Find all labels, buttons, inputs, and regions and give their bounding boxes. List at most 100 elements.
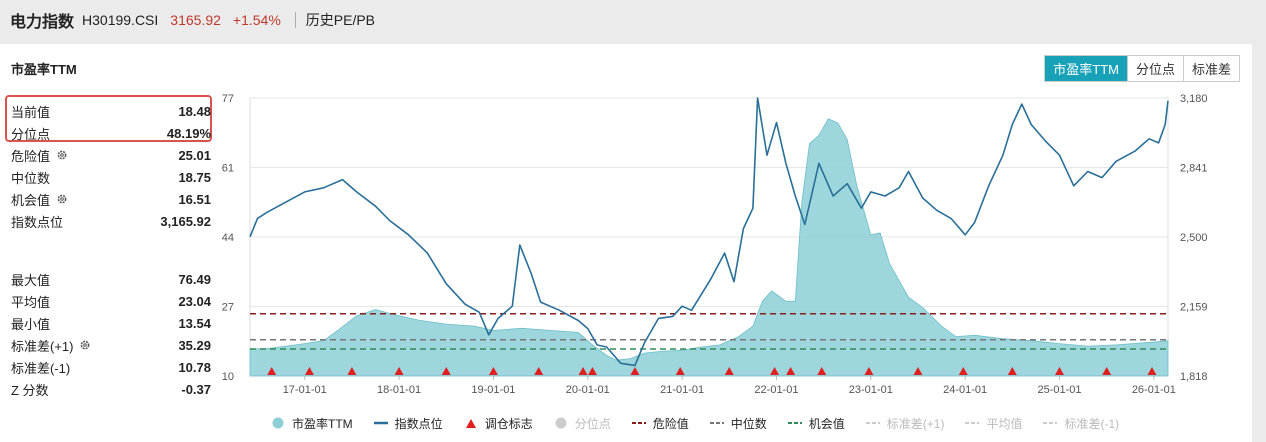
legend-marker-icon	[373, 421, 388, 425]
rebalance-marker	[864, 367, 874, 375]
stat-label: 标准差(-1)	[11, 360, 71, 376]
stat-label: 机会值	[11, 192, 51, 208]
rebalance-marker	[587, 367, 597, 375]
left-axis-tick: 61	[222, 163, 234, 175]
stat-row: 最大值 76.49	[11, 268, 211, 290]
rebalance-marker	[267, 367, 277, 375]
legend-item[interactable]: 平均值	[964, 415, 1022, 432]
stat-value: -0.37	[181, 381, 211, 397]
stat-value: 16.51	[178, 191, 211, 207]
right-axis-tick: 1,818	[1180, 371, 1208, 383]
stat-row: 当前值 18.48	[11, 100, 211, 122]
stat-row: 最小值 13.54	[11, 312, 211, 334]
legend-item[interactable]: 中位数	[709, 415, 767, 432]
gear-icon[interactable]	[56, 149, 68, 161]
legend-item[interactable]: 指数点位	[373, 415, 443, 432]
legend-marker-icon	[465, 419, 476, 428]
stat-label: 中位数	[11, 170, 51, 186]
rebalance-marker	[724, 367, 734, 375]
stat-row: 危险值 25.01	[11, 144, 211, 166]
rebalance-marker	[1055, 367, 1065, 375]
stat-label: 标准差(+1)	[11, 338, 74, 354]
rebalance-marker	[534, 367, 544, 375]
stat-row: 分位点 48.19%	[11, 122, 211, 144]
stat-row: 标准差(+1) 35.29	[11, 334, 211, 356]
legend-label: 危险值	[652, 416, 689, 431]
x-axis-tick: 20-01-01	[566, 384, 610, 396]
tab-pe-ttm[interactable]: 市盈率TTM	[1045, 56, 1127, 81]
legend-marker-icon	[631, 422, 646, 424]
rebalance-marker	[441, 367, 451, 375]
chart-legend: 市盈率TTM 指数点位 调仓标志 分位点 危险值 中位数 机会值 标准差(+1) 平均值 标准差(…	[270, 412, 1210, 434]
legend-marker-icon	[709, 422, 724, 424]
legend-label: 标准差(-1)	[1064, 416, 1120, 431]
rebalance-marker	[1147, 367, 1157, 375]
legend-item[interactable]: 机会值	[787, 415, 845, 432]
rebalance-marker	[394, 367, 404, 375]
stat-label: 危险值	[11, 148, 51, 164]
stat-value: 35.29	[178, 337, 211, 353]
top-bar: 电力指数 H30199.CSI 3165.92 +1.54% 历史PE/PB	[0, 0, 1266, 40]
rebalance-marker	[958, 367, 968, 375]
stat-row: 平均值 23.04	[11, 290, 211, 312]
stat-label: Z 分数	[11, 382, 49, 398]
breadcrumb[interactable]: 历史PE/PB	[305, 12, 376, 28]
stat-row: 标准差(-1) 10.78	[11, 356, 211, 378]
left-axis-tick: 27	[222, 302, 234, 314]
gear-icon[interactable]	[79, 339, 91, 351]
legend-marker-icon	[1043, 422, 1058, 424]
left-axis-tick: 44	[222, 232, 234, 244]
pe-panel: 市盈率TTM 市盈率TTM 分位点 标准差 当前值 18.48 分位点 48.19% 危…	[0, 44, 1252, 442]
legend-label: 调仓标志	[484, 416, 533, 431]
index-code: H30199.CSI	[82, 12, 159, 28]
stat-value: 48.19%	[166, 125, 211, 141]
pe-area	[249, 118, 1169, 377]
legend-label: 市盈率TTM	[292, 416, 353, 431]
right-axis-tick: 2,159	[1180, 302, 1208, 314]
rebalance-marker	[1102, 367, 1112, 375]
rebalance-marker	[630, 367, 640, 375]
metric-tabs: 市盈率TTM 分位点 标准差	[1044, 55, 1240, 82]
x-axis-tick: 21-01-01	[660, 384, 704, 396]
x-axis-tick: 17-01-01	[283, 384, 327, 396]
gear-icon[interactable]	[56, 193, 68, 205]
stat-label: 最大值	[11, 272, 51, 288]
legend-label: 平均值	[986, 416, 1023, 431]
tab-std-dev[interactable]: 标准差	[1182, 56, 1239, 81]
rebalance-marker	[817, 367, 827, 375]
legend-marker-icon	[555, 417, 567, 429]
divider	[294, 12, 296, 28]
x-axis-tick: 26-01-01	[1132, 384, 1176, 396]
legend-item[interactable]: 危险值	[631, 415, 689, 432]
legend-item[interactable]: 标准差(+1)	[865, 415, 944, 432]
legend-item[interactable]: 分位点	[553, 415, 611, 432]
legend-item[interactable]: 调仓标志	[463, 415, 533, 432]
stat-value: 18.48	[178, 103, 211, 119]
right-axis-tick: 2,500	[1180, 232, 1208, 244]
x-axis-tick: 18-01-01	[377, 384, 421, 396]
index-change: +1.54%	[232, 12, 281, 28]
stat-value: 13.54	[178, 315, 211, 331]
x-axis-tick: 23-01-01	[849, 384, 893, 396]
stat-label: 指数点位	[11, 214, 64, 230]
legend-marker-icon	[787, 422, 802, 424]
x-axis-tick: 24-01-01	[943, 384, 987, 396]
stat-value: 3,165.92	[160, 213, 211, 229]
left-axis-tick: 10	[222, 371, 234, 383]
stat-value: 25.01	[178, 147, 211, 163]
legend-item[interactable]: 市盈率TTM	[270, 415, 353, 432]
stat-value: 76.49	[178, 271, 211, 287]
legend-label: 机会值	[808, 416, 845, 431]
rebalance-marker	[786, 367, 796, 375]
index-price: 3165.92	[170, 12, 221, 28]
legend-label: 中位数	[730, 416, 767, 431]
tab-percentile[interactable]: 分位点	[1126, 56, 1183, 81]
legend-item[interactable]: 标准差(-1)	[1042, 415, 1119, 432]
stat-label: 平均值	[11, 294, 51, 310]
legend-label: 指数点位	[394, 416, 443, 431]
rebalance-marker	[578, 367, 588, 375]
stat-label: 分位点	[11, 126, 51, 142]
stats-panel: 当前值 18.48 分位点 48.19% 危险值 25.01 中位数 18.75 机会值 16.5…	[0, 44, 230, 442]
legend-marker-icon	[865, 422, 880, 424]
legend-marker-icon	[272, 417, 284, 429]
